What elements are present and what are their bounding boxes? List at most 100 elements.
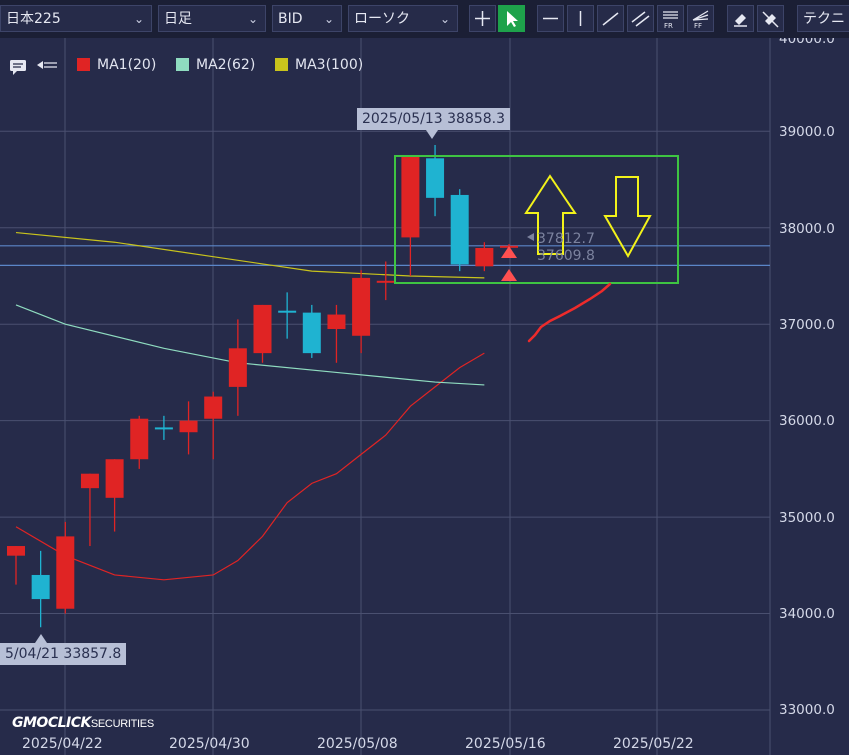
vertical-line-button[interactable]: [567, 5, 594, 32]
candle: [154, 415, 173, 440]
y-axis-label-36000: 36000.0: [779, 413, 835, 429]
high-price-tooltip: 2025/05/13 38858.3: [357, 108, 511, 130]
candle: [7, 546, 25, 585]
candle-body: [401, 155, 420, 238]
price-label: 37609.8: [537, 248, 595, 264]
price-label: 37812.7: [537, 231, 595, 247]
legend-item-ma2[interactable]: MA2(62): [176, 55, 255, 75]
legend-label-ma1: MA1(20): [97, 57, 157, 73]
candle: [80, 473, 99, 547]
legend-item-ma3[interactable]: MA3(100): [275, 55, 363, 75]
up-arrow-icon: [524, 174, 577, 255]
chart-style-select[interactable]: ローソク ⌄: [348, 5, 458, 32]
fibonacci-fan-icon: FF: [692, 10, 709, 30]
chevron-down-icon: ⌄: [247, 12, 258, 26]
price-type-label: BID: [278, 11, 303, 27]
candle-body: [154, 427, 173, 430]
candle-body: [105, 459, 124, 498]
legend-label-ma2: MA2(62): [196, 57, 256, 73]
x-axis-label: 2025/05/16: [465, 736, 546, 752]
candle-body: [7, 546, 25, 556]
price-pointer-icon: [527, 233, 534, 241]
svg-text:FR: FR: [664, 22, 673, 30]
candle: [179, 401, 198, 455]
symbol-select[interactable]: 日本225 ⌄: [0, 5, 152, 32]
cursor-arrow-icon: [507, 11, 518, 27]
parallel-lines-icon: [631, 11, 650, 27]
candle-body: [31, 574, 50, 600]
candle-body: [56, 536, 75, 609]
candle: [376, 261, 395, 301]
x-axis-label: 2025/04/22: [22, 736, 103, 752]
horizontal-line-button[interactable]: [537, 5, 564, 32]
vertical-line-icon: [579, 11, 582, 26]
ma2-swatch: [176, 58, 189, 71]
candle: [204, 391, 223, 460]
candle-body: [80, 473, 99, 489]
hand-drawn-stroke: [527, 282, 612, 343]
candle-body: [426, 158, 445, 198]
brand-sub: SECURITIES: [90, 718, 154, 730]
y-axis-label-35000: 35000.0: [779, 510, 835, 526]
candle: [475, 242, 494, 272]
fibonacci-fan-button[interactable]: FF: [687, 5, 714, 32]
brand-main: GMOCLICK: [12, 715, 91, 731]
ma-line-1: [15, 352, 485, 581]
legend-label-ma3: MA3(100): [295, 57, 364, 73]
toolbar: 日本225 ⌄ 日足 ⌄ BID ⌄ ローソク ⌄ FR FF テクニ: [0, 0, 849, 38]
candle-body: [179, 420, 198, 433]
y-axis-label-33000: 33000.0: [779, 702, 835, 718]
y-axis-label-37000: 37000.0: [779, 317, 835, 333]
erase-all-button[interactable]: [757, 5, 784, 32]
candle-body: [327, 314, 346, 330]
down-arrow-icon: [603, 176, 652, 259]
y-axis-label-39000: 39000.0: [779, 124, 835, 140]
y-axis-label-38000: 38000.0: [779, 221, 835, 237]
brand-logo: GMOCLICKSECURITIES: [12, 712, 154, 731]
period-select[interactable]: 日足 ⌄: [158, 5, 266, 32]
chart-style-label: ローソク: [354, 11, 410, 27]
candle: [31, 550, 50, 628]
trendline-button[interactable]: [597, 5, 624, 32]
collapse-legend-icon[interactable]: [35, 58, 59, 72]
candle-body: [475, 248, 494, 267]
highlight-box: [394, 155, 679, 284]
candle-body: [352, 277, 371, 336]
candle: [327, 304, 346, 363]
low-price-tooltip: 5/04/21 33857.8: [0, 643, 127, 665]
candle: [228, 319, 247, 416]
candle-body: [450, 194, 469, 265]
chevron-down-icon: ⌄: [133, 12, 144, 26]
candle: [278, 292, 297, 339]
candle: [302, 304, 321, 358]
x-axis-label: 2025/05/08: [317, 736, 398, 752]
chart-grid: [0, 38, 771, 755]
eraser-button[interactable]: [727, 5, 754, 32]
candle-body: [130, 418, 149, 460]
symbol-label: 日本225: [6, 11, 61, 27]
fibonacci-retracement-button[interactable]: FR: [657, 5, 684, 32]
y-axis-label-top: 40000.0: [779, 31, 835, 47]
candle-body: [204, 396, 223, 419]
legend-item-ma1[interactable]: MA1(20): [77, 55, 156, 75]
parallel-lines-button[interactable]: [627, 5, 654, 32]
comment-icon[interactable]: [8, 57, 30, 75]
horizontal-line-icon: [543, 17, 558, 20]
candle: [450, 189, 469, 272]
candlesticks: [7, 144, 518, 628]
candle: [130, 415, 149, 469]
crosshair-button[interactable]: [469, 5, 496, 32]
price-marker-icon: [501, 246, 517, 258]
fibonacci-retracement-icon: FR: [663, 11, 678, 30]
technical-menu-button[interactable]: テクニ: [797, 5, 849, 32]
candle-body: [253, 304, 272, 354]
price-marker-icon: [501, 269, 517, 281]
candle: [352, 270, 371, 354]
ma-line-3: [15, 231, 485, 279]
candle: [253, 304, 272, 363]
period-label: 日足: [164, 11, 192, 27]
price-type-select[interactable]: BID ⌄: [272, 5, 342, 32]
pointer-button[interactable]: [498, 5, 525, 32]
